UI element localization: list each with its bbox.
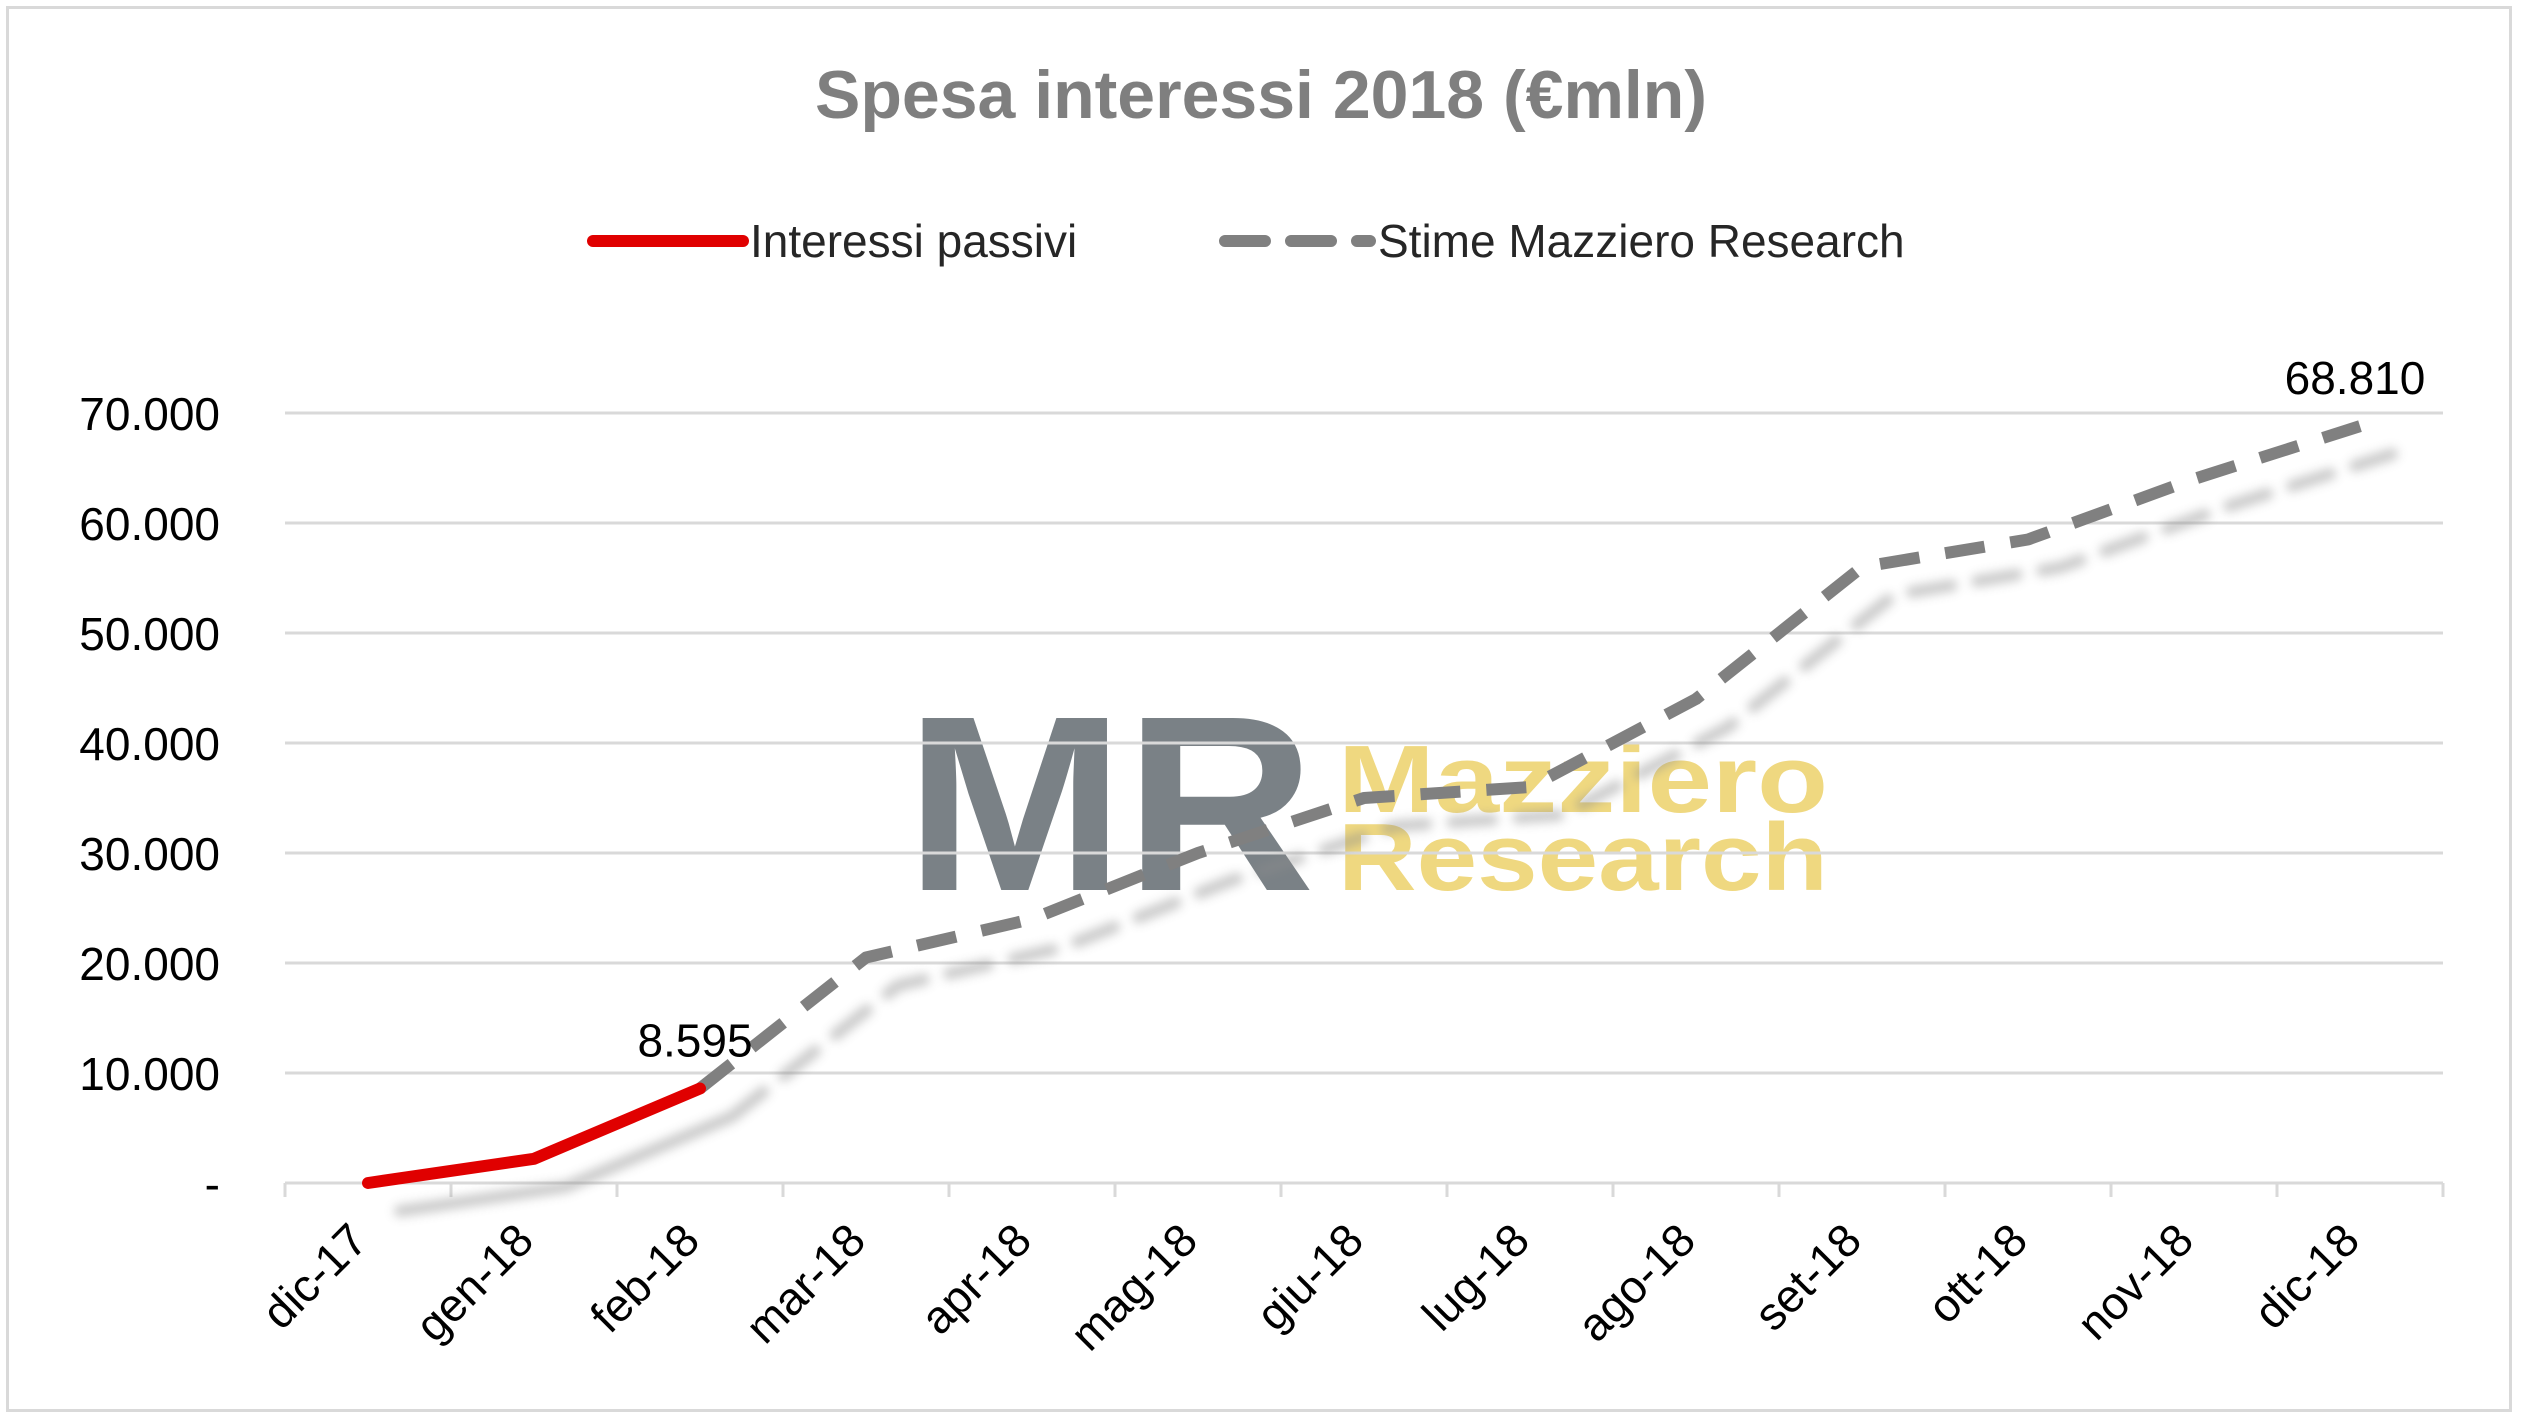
chart-title: Spesa interessi 2018 (€mln) — [815, 57, 1707, 133]
series-shadow-stime-mazziero-research — [726, 448, 2398, 1123]
data-labels: 8.595 68.810 — [637, 352, 2425, 1066]
legend-label-stime: Stime Mazziero Research — [1378, 215, 1905, 267]
y-tick-label: 10.000 — [79, 1048, 220, 1100]
x-tick-label: feb-18 — [580, 1213, 709, 1342]
y-tick-label: 60.000 — [79, 498, 220, 550]
data-label: 8.595 — [637, 1014, 752, 1066]
x-tick-label: dic-17 — [252, 1213, 377, 1338]
series-layer — [362, 420, 2398, 1217]
y-tick-label: 20.000 — [79, 938, 220, 990]
x-tick-label: ott-18 — [1917, 1213, 2037, 1333]
x-tick-label: mag-18 — [1060, 1213, 1207, 1360]
legend: Interessi passivi Stime Mazziero Researc… — [587, 215, 1905, 267]
y-tick-label: - — [205, 1158, 220, 1210]
y-tick-label: 70.000 — [79, 388, 220, 440]
y-tick-label: 30.000 — [79, 828, 220, 880]
x-axis: dic-17 gen-18 feb-18 mar-18 apr-18 mag-18 giu-… — [252, 1181, 2445, 1360]
x-tick-label: set-18 — [1744, 1213, 1871, 1340]
data-label: 68.810 — [2285, 352, 2426, 404]
x-tick-label: gen-18 — [405, 1213, 543, 1351]
series-line-interessi-passivi — [362, 1082, 706, 1189]
x-tick-label: giu-18 — [1246, 1213, 1373, 1340]
series-shadows — [394, 448, 2398, 1217]
y-tick-label: 40.000 — [79, 718, 220, 770]
gridlines — [285, 411, 2443, 1075]
x-tick-label: apr-18 — [910, 1213, 1041, 1344]
legend-label-interessi-passivi: Interessi passivi — [750, 215, 1077, 267]
x-tick-label: dic-18 — [2244, 1213, 2369, 1338]
x-tick-label: mar-18 — [735, 1213, 875, 1353]
x-tick-label: ago-18 — [1567, 1213, 1705, 1351]
x-tick-label: nov-18 — [2067, 1213, 2203, 1349]
series-line-stime-mazziero-research — [696, 420, 2362, 1094]
mazziero-research-watermark: MR Mazziero Research — [905, 664, 1828, 943]
watermark-logo-letters: MR — [905, 664, 1315, 943]
y-axis-tick-labels: - 10.000 20.000 30.000 40.000 50.000 60.000 70.… — [79, 388, 220, 1210]
y-tick-label: 50.000 — [79, 608, 220, 660]
x-tick-label: lug-18 — [1412, 1213, 1539, 1340]
series-shadow-interessi-passivi — [394, 1110, 738, 1217]
